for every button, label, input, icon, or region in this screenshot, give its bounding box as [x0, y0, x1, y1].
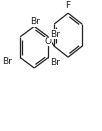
Text: Br: Br — [2, 57, 12, 66]
Text: O: O — [45, 37, 52, 46]
Text: Br: Br — [30, 17, 40, 26]
Text: Br: Br — [50, 30, 60, 39]
Text: F: F — [66, 1, 71, 10]
Text: Br: Br — [50, 58, 60, 67]
